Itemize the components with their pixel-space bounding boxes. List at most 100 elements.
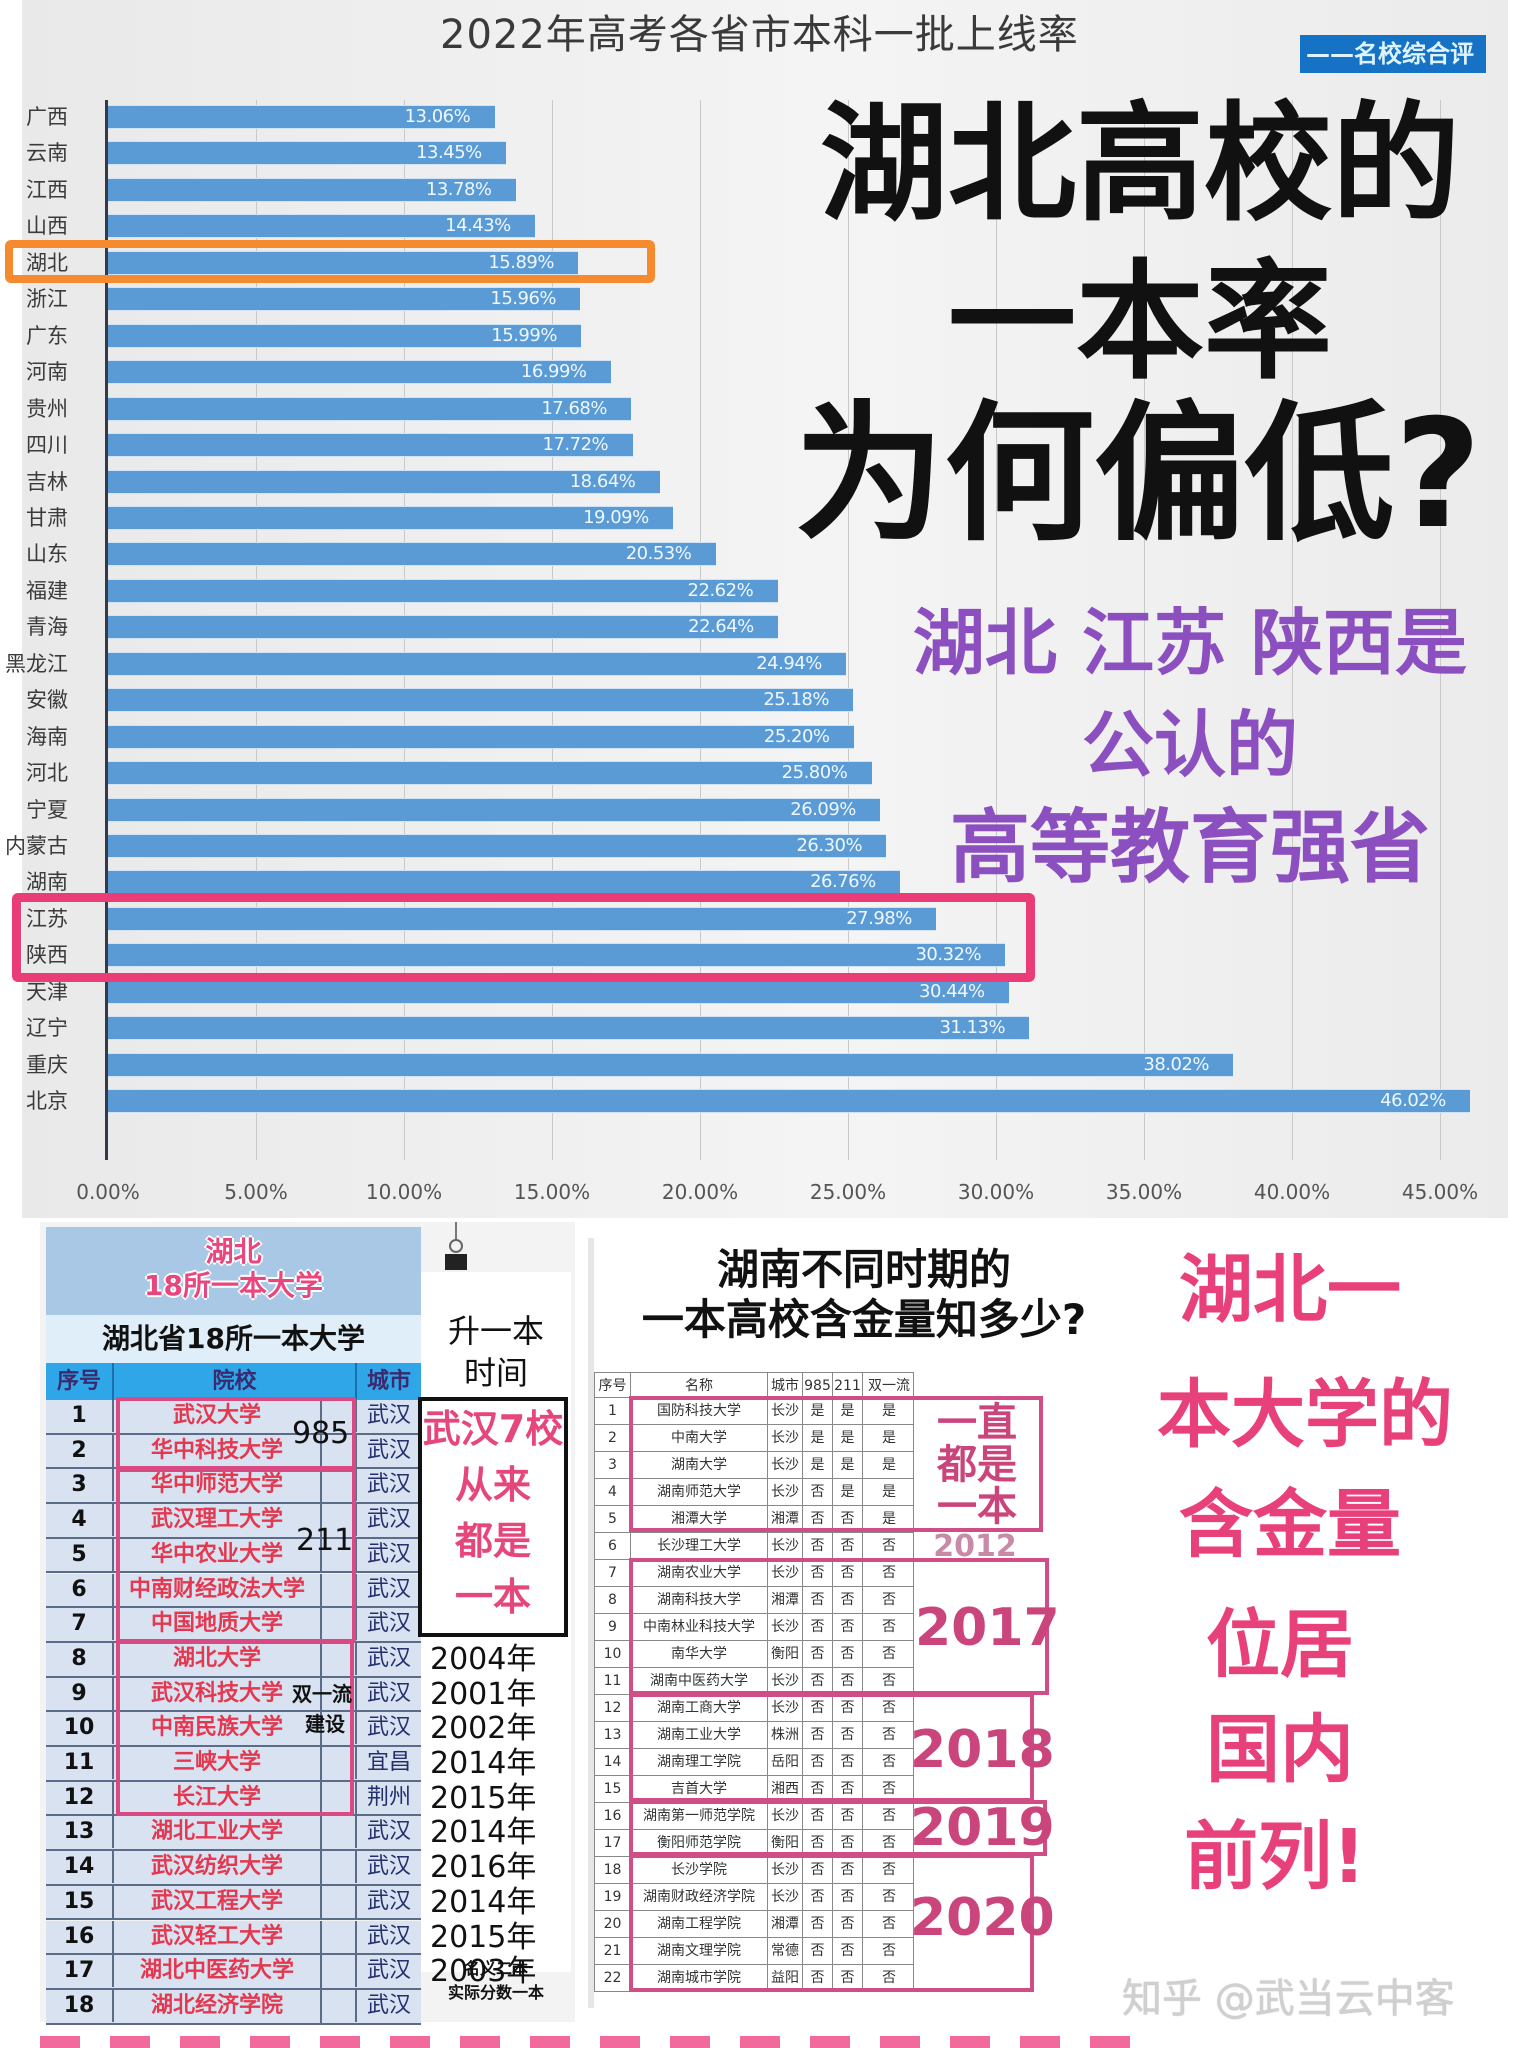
row-school: 湖北工业大学 [112, 1816, 320, 1849]
row-school: 中南民族大学 [112, 1712, 320, 1745]
hn-name: 湖南大学 [631, 1452, 768, 1478]
bar [108, 616, 779, 639]
hn-name: 湖南科技大学 [631, 1587, 768, 1613]
hn-name: 湖南中医药大学 [631, 1668, 768, 1694]
hn-211: 否 [833, 1911, 863, 1937]
hn-syl: 否 [882, 1565, 896, 1581]
bar [108, 397, 632, 420]
row-seq: 14 [63, 1854, 95, 1880]
table-row: 4 湖南师范大学 长沙否是是 [594, 1479, 914, 1506]
category-label: 四川 [26, 433, 68, 458]
row-gap-cell [320, 1677, 355, 1712]
hn-985: 否 [803, 1533, 833, 1559]
gridline [848, 100, 849, 1160]
bar [108, 689, 854, 712]
table-row: 7 中国地质大学 武汉 [46, 1608, 421, 1643]
row-city: 武汉 [355, 1885, 421, 1918]
year-2020: 2020 [910, 1888, 1055, 1948]
hn-985: 否 [803, 1722, 833, 1748]
category-label: 安徽 [26, 688, 68, 713]
row-gap-cell [320, 1851, 355, 1886]
row-city: 武汉 [355, 1955, 421, 1988]
hn-city: 益阳 [768, 1965, 803, 1991]
hn-211: 否 [833, 1506, 863, 1532]
hn-city: 长沙 [768, 1425, 803, 1451]
highlight-box-hubei [5, 240, 655, 283]
hn-seq: 14 [595, 1749, 631, 1775]
x-tick-label: 20.00% [661, 1180, 739, 1204]
hn-header-985: 985 [803, 1373, 833, 1397]
hn-985: 否 [803, 1749, 833, 1775]
row-school: 武汉大学 [112, 1400, 320, 1432]
header-city: 城市 [355, 1363, 421, 1400]
hn-city: 长沙 [768, 1398, 803, 1424]
bar-value-label: 25.80% [781, 762, 848, 784]
hn-city: 常德 [768, 1938, 803, 1964]
category-label: 山东 [26, 542, 68, 567]
bar-value-label: 24.94% [756, 652, 822, 674]
row-seq: 17 [63, 1958, 95, 1984]
year-2018: 2018 [910, 1720, 1055, 1780]
annotation-always: 一直 都是 一本 [922, 1402, 1032, 1528]
hn-seq: 18 [595, 1857, 631, 1883]
hn-header-name: 名称 [631, 1373, 768, 1397]
bar-value-label: 26.30% [796, 835, 863, 856]
hn-985: 否 [803, 1830, 833, 1856]
hn-name: 湖南农业大学 [631, 1560, 768, 1586]
row-school: 华中师范大学 [112, 1469, 320, 1502]
row-city: 武汉 [355, 1851, 421, 1884]
hn-211: 否 [833, 1884, 863, 1910]
bar [108, 288, 581, 311]
row-gap-cell [320, 1712, 355, 1747]
pink-line-1: 湖北一 [1179, 1247, 1401, 1333]
always-line-2: 都是 [937, 1442, 1017, 1488]
table-row: 10 中南民族大学 武汉 [46, 1712, 421, 1747]
hunan-title-line-1: 湖南不同时期的 [716, 1245, 1011, 1294]
hn-city: 岳阳 [768, 1749, 803, 1775]
hn-header-seq: 序号 [595, 1373, 631, 1397]
bar [108, 324, 582, 347]
hn-name: 湖南工程学院 [631, 1911, 768, 1937]
category-label: 重庆 [26, 1052, 68, 1077]
row-city: 武汉 [355, 1538, 421, 1571]
hn-211: 否 [833, 1560, 863, 1586]
row-city: 武汉 [355, 1504, 421, 1537]
bar-value-label: 25.20% [763, 725, 830, 747]
hn-city: 长沙 [768, 1560, 803, 1586]
bar [108, 835, 887, 857]
hn-seq: 15 [595, 1776, 631, 1802]
row-school: 武汉科技大学 [112, 1677, 320, 1710]
upgrade-year: 2014年 [430, 1815, 537, 1851]
row-school: 武汉理工大学 [112, 1504, 320, 1537]
hn-city: 长沙 [768, 1884, 803, 1910]
hn-city: 湘潭 [768, 1587, 803, 1613]
gridline [1292, 100, 1293, 1160]
hn-seq: 21 [595, 1938, 631, 1964]
banner-line-1: 湖北 [205, 1235, 262, 1268]
bar-value-label: 15.89% [488, 251, 554, 273]
category-label: 青海 [26, 615, 68, 640]
row-gap-cell [320, 1573, 355, 1608]
hn-211: 是 [833, 1425, 863, 1451]
hn-211: 是 [833, 1452, 863, 1478]
category-label: 甘肃 [26, 505, 68, 530]
upgrade-year: 2015年 [430, 1780, 537, 1816]
bar-value-label: 13.06% [404, 106, 471, 127]
pink-line-6: 前列! [1184, 1814, 1366, 1900]
hubei-table-banner: 湖北 18所一本大学 [46, 1227, 421, 1315]
hn-211: 否 [833, 1803, 863, 1829]
note-line-3: 都是 [454, 1519, 531, 1563]
hn-header-211: 211 [833, 1373, 863, 1397]
hn-city: 衡阳 [768, 1641, 803, 1667]
hn-211: 否 [833, 1722, 863, 1748]
bar [108, 980, 1010, 1003]
hn-syl: 否 [882, 1754, 896, 1770]
category-label: 湖北 [26, 250, 68, 275]
note-line-1: 武汉7校 [422, 1407, 564, 1451]
upgrade-year: 2004年 [430, 1641, 537, 1677]
note-line-2: 从来 [454, 1463, 531, 1507]
row-school: 长江大学 [112, 1781, 320, 1814]
table-row: 16 湖南第一师范学院 长沙否否否 [594, 1803, 914, 1830]
table-row: 21 湖南文理学院 常德否否否 [594, 1938, 914, 1965]
table-row: 10 南华大学 衡阳否否否 [594, 1641, 914, 1668]
